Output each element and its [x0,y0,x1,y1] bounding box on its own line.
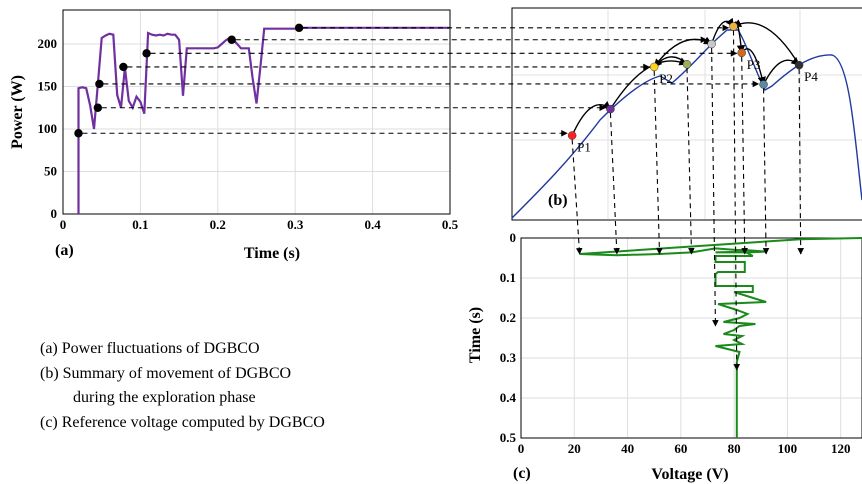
panel-b-point [682,60,692,69]
panel-b-point-label: P4 [804,69,818,84]
panel-b-movement-arcs [571,17,800,136]
panel-c: 0 20 40 60 80 100 120 0 0.1 0.2 0.3 0.4 0.5 Time (s)… [467,230,862,483]
panel-a-power-line [77,26,450,214]
panel-a-ylabel: Power (W) [9,75,26,149]
panel-c-xtick-label: 60 [674,441,687,456]
panel-b-point [737,48,746,58]
panel-a-marker [227,35,236,44]
panel-b-frame [511,7,862,221]
panel-a-xtick-label: 0.1 [132,217,148,232]
panel-a-xlabel: Time (s) [244,245,300,262]
panel-c-xtick-label: 20 [568,441,581,456]
panel-b-point [649,62,659,72]
panel-b-movement-arc [609,57,688,110]
panel-c-xtick-label: 120 [831,441,851,456]
panel-b-grid [512,10,862,219]
panel-a-xtick-label: 0.2 [210,217,226,232]
panel-a-marker [119,62,128,72]
caption-c: (c) Reference voltage computed by DGBCO [40,414,325,431]
panel-b-label: (b) [548,192,568,209]
panel-a-ytick-label: 50 [44,164,57,179]
panel-b-movement-arc [732,19,800,66]
panel-b-point-label: P2 [659,71,673,86]
panel-b-point-label: P3 [747,57,761,72]
caption-b: (b) Summary of movement of DGBCO [40,365,291,382]
panel-a-marker [95,79,104,89]
caption-a: (a) Power fluctuations of DGBCO [40,340,260,357]
panel-c-label: (c) [513,465,531,482]
panel-a-xtick-label: 0.3 [287,217,304,232]
panel-c-xtick-label: 80 [728,441,741,456]
connector-b-to-c [711,48,719,327]
panel-c-ticks: 0 20 40 60 80 100 120 0 0.1 0.2 0.3 0.4 0.5 [500,230,851,456]
connector-b-to-c [653,70,663,255]
panel-a-marker [294,23,304,33]
connector-b-to-c [741,56,748,255]
panel-a-xtick-label: 0.4 [364,217,381,232]
panel-c-xtick-label: 0 [518,441,525,456]
connector-b-to-c [571,139,583,255]
panel-c-ytick-label: 0.3 [500,350,517,365]
panel-a-ytick-label: 150 [38,79,58,94]
caption-b-cont: during the exploration phase [73,389,256,406]
panel-a-marker [142,49,151,58]
panel-c-ytick-label: 0 [510,230,517,245]
connector-b-to-c [609,113,620,255]
panel-a-xtick-label: 0.5 [442,217,459,232]
panel-b-movement-arc [762,56,800,85]
panel-a-xtick-label: 0 [60,217,67,232]
panel-b-point [794,60,804,70]
connector-b-to-c [732,30,741,371]
panel-c-frame [520,237,862,439]
panel-b-pv-curve [511,29,862,219]
panel-c-ytick-label: 0.5 [500,430,517,445]
panel-b-point [707,39,716,49]
panel-c-xtick-label: 40 [621,441,634,456]
panel-b-point [567,131,577,140]
panel-a-markers [74,23,304,138]
panel-a-ticks: 0 0.1 0.2 0.3 0.4 0.5 0 50 100 150 200 [38,36,459,232]
panel-a-marker [93,103,103,112]
panel-b-point-label: P1 [577,139,591,154]
panel-c-ylabel: Time (s) [467,307,484,363]
panel-b-point [606,104,615,114]
panel-c-xtick-label: 100 [778,441,798,456]
panel-b-points: P1 P2 P3 P4 [567,22,818,154]
panel-a-grid [62,10,451,215]
panel-c-xlabel: Voltage (V) [651,466,728,483]
panel-b-point [759,80,768,89]
panel-a-marker [74,129,83,138]
panel-c-ytick-label: 0.1 [500,270,516,285]
panel-c-grid [520,237,862,439]
connector-b-to-c [686,68,695,255]
panel-c-ytick-label: 0.2 [500,310,516,325]
panel-a-label: (a) [55,242,74,259]
panel-a-ytick-label: 200 [38,36,58,51]
panel-a-frame [62,9,451,215]
dashed-connectors [82,24,804,371]
panel-a-ytick-label: 100 [38,121,58,136]
panel-c-ytick-label: 0.4 [500,390,517,405]
connector-b-to-c [797,69,804,255]
panel-b-point [729,22,738,31]
panel-a: 0 0.1 0.2 0.3 0.4 0.5 0 50 100 150 200 Power (W) T… [9,9,459,262]
panel-a-ytick-label: 0 [51,206,58,221]
captions: (a) Power fluctuations of DGBCO (b) Summ… [40,340,325,431]
connector-b-to-c [762,88,770,255]
panel-c-voltage-line [579,237,862,438]
